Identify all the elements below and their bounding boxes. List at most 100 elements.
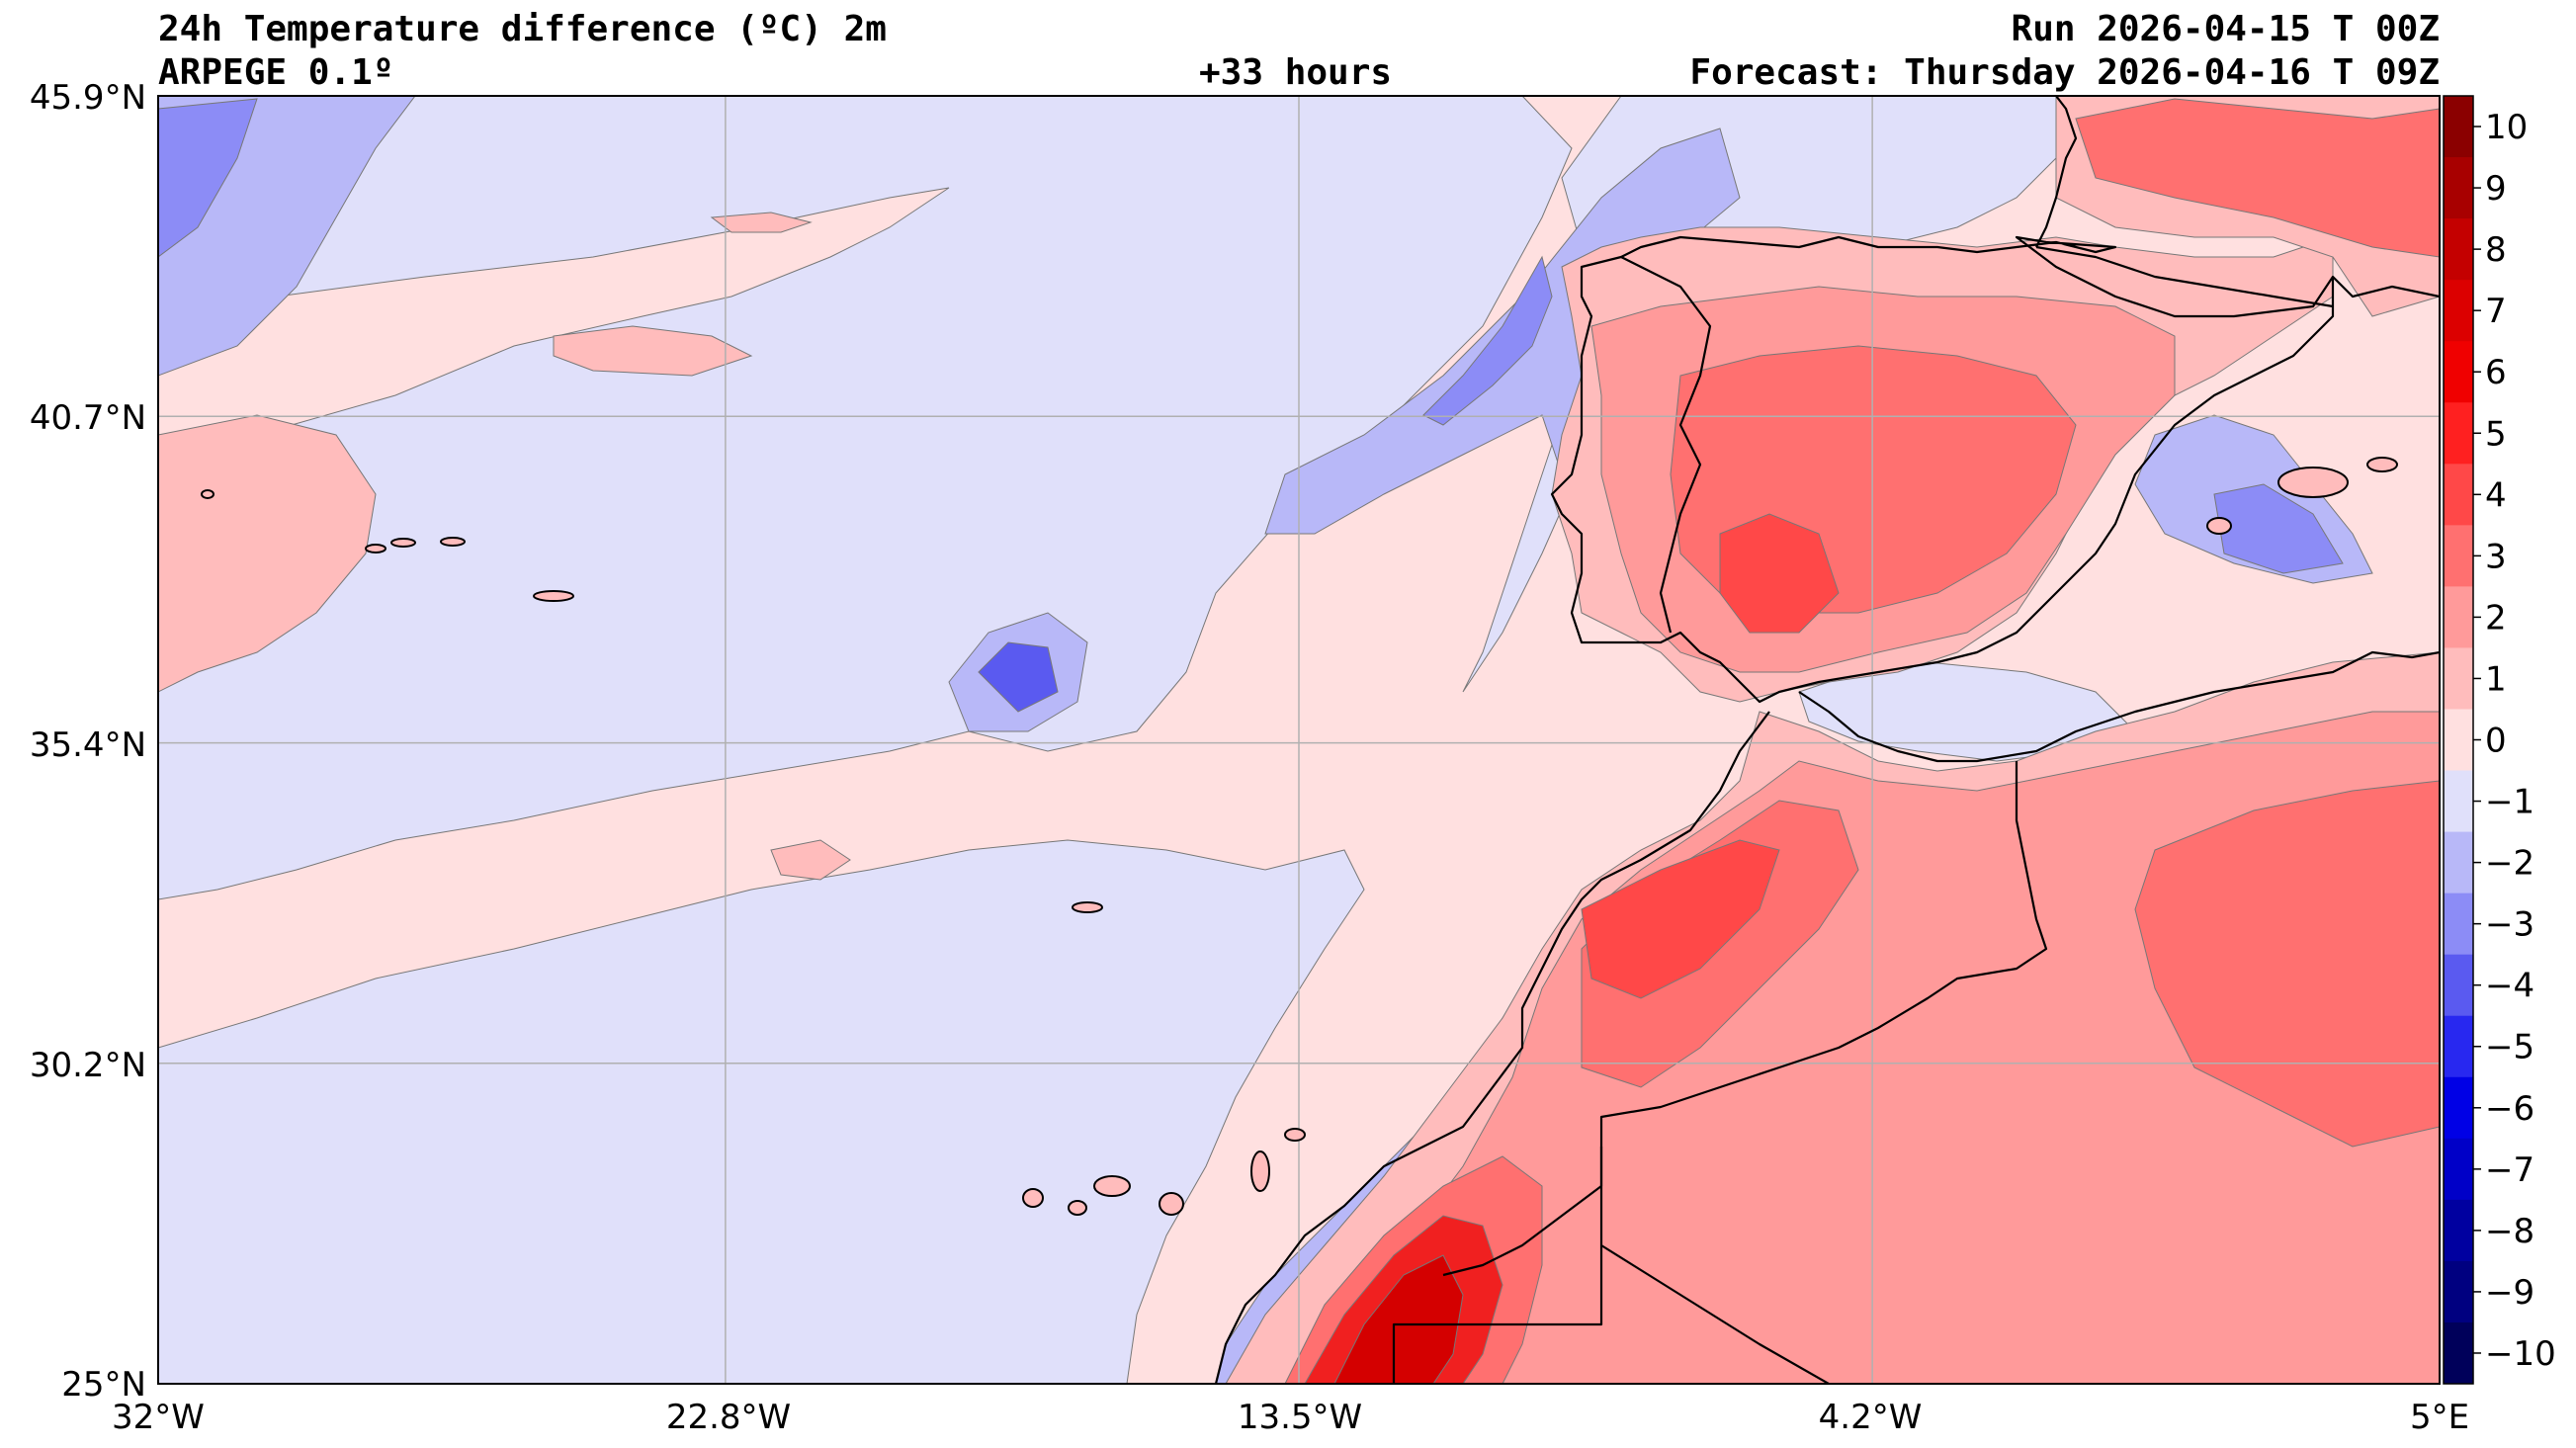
azores-island-terceira [390, 538, 416, 548]
colorbar-band-14 [2444, 954, 2473, 1017]
field-positive-patch-c [710, 212, 813, 233]
colorbar-label-10: 0 [2485, 722, 2507, 761]
colorbar-band-17 [2444, 1138, 2473, 1201]
colorbar-label-0: 10 [2485, 108, 2528, 147]
colorbar-band-4 [2444, 341, 2473, 403]
colorbar-band-3 [2444, 280, 2473, 342]
colorbar-label-19: −9 [2485, 1273, 2534, 1313]
run-label: Run 2026-04-15 T 00Z [2011, 9, 2440, 49]
colorbar-band-7 [2444, 525, 2473, 587]
lon-label-0: 32°W [112, 1398, 205, 1437]
map-frame [157, 95, 2441, 1385]
lon-label-4: 5°E [2410, 1398, 2469, 1437]
colorbar-label-5: 5 [2485, 414, 2507, 454]
balearic-island-menorca [2366, 457, 2398, 472]
colorbar-label-17: −7 [2485, 1150, 2534, 1190]
field-negative-atlantic-core [978, 641, 1059, 713]
azores-island-sao-jorge [440, 537, 466, 547]
field-negative-nw-core [158, 98, 258, 258]
coastline-france-med [2332, 276, 2440, 298]
colorbar-label-8: 2 [2485, 598, 2507, 638]
azores-island-pico [365, 544, 386, 554]
lat-label-4: 25°N [61, 1365, 146, 1405]
colorbar-label-12: −2 [2485, 844, 2534, 884]
colorbar-label-4: 6 [2485, 353, 2507, 392]
colorbar-band-9 [2444, 647, 2473, 710]
colorbar-band-12 [2444, 831, 2473, 894]
colorbar-band-19 [2444, 1260, 2473, 1323]
colorbar-label-1: 9 [2485, 169, 2507, 209]
azores-island-sao-miguel [533, 590, 574, 602]
azores-island-flores [201, 489, 215, 499]
field-positive-atlantic-west [158, 414, 377, 693]
colorbar-label-18: −8 [2485, 1212, 2534, 1251]
canary-island-gomera [1068, 1200, 1087, 1216]
colorbar-band-6 [2444, 464, 2473, 526]
colorbar-label-20: −10 [2485, 1334, 2556, 1374]
lon-label-2: 13.5°W [1238, 1398, 1362, 1437]
colorbar-band-16 [2444, 1076, 2473, 1140]
lat-label-2: 35.4°N [30, 725, 146, 765]
colorbar-band-5 [2444, 402, 2473, 465]
coastline-north-africa [1798, 650, 2440, 763]
balearic-island-mallorca [2277, 467, 2349, 498]
colorbar-label-2: 8 [2485, 230, 2507, 270]
colorbar-label-3: 7 [2485, 292, 2507, 331]
forecast-label: Forecast: Thursday 2026-04-16 T 09Z [1689, 52, 2440, 93]
lat-label-1: 40.7°N [30, 398, 146, 438]
field-negative-band-south [158, 839, 1365, 1384]
field-positive-iberia-hot [1719, 513, 1840, 634]
field-positive-patch-b [770, 839, 851, 881]
lat-label-0: 45.9°N [30, 78, 146, 118]
lon-label-1: 22.8°W [666, 1398, 791, 1437]
islands [201, 457, 2398, 1216]
field-negative-balearic-core [2213, 483, 2344, 574]
field-positive-patch-a [553, 325, 753, 377]
longitude-labels: 32°W 22.8°W 13.5°W 4.2°W 5°E [112, 1398, 2469, 1437]
border-algeria-mauritania [1600, 1244, 1830, 1384]
border-portugal-spain [1620, 256, 1712, 634]
lat-label-3: 30.2°N [30, 1046, 146, 1085]
colorbar-band-15 [2444, 1015, 2473, 1078]
coastline-west-africa [1214, 711, 1770, 1384]
coastlines [1214, 96, 2440, 1384]
colorbar-bands [2444, 96, 2473, 1385]
lead-time-label: +33 hours [1199, 52, 1393, 93]
colorbar-band-8 [2444, 586, 2473, 648]
field-positive-france-core [2075, 98, 2440, 258]
border-spain-france [2035, 245, 2334, 308]
map-title: 24h Temperature difference (ºC) 2m [158, 9, 887, 49]
madeira-island [1072, 901, 1103, 913]
canary-island-west [1022, 1188, 1044, 1208]
colorbar-band-2 [2444, 218, 2473, 281]
colorbar-label-15: −5 [2485, 1028, 2534, 1067]
map-gridlines [158, 96, 2440, 1384]
colorbar-label-13: −3 [2485, 905, 2534, 945]
colorbar-label-7: 3 [2485, 537, 2507, 576]
field-positive-morocco-hot [1581, 839, 1780, 999]
colorbar-label-9: 1 [2485, 659, 2507, 699]
colorbar-band-1 [2444, 157, 2473, 219]
coastline-iberia [1550, 235, 2335, 704]
colorbar-band-0 [2444, 96, 2473, 158]
field-positive-sahara-core [1333, 1254, 1464, 1384]
colorbar-band-10 [2444, 709, 2473, 772]
border-morocco-algeria [1442, 761, 2048, 1277]
colorbar-label-16: −6 [2485, 1089, 2534, 1129]
canary-island-fuerteventura [1250, 1150, 1270, 1192]
lon-label-3: 4.2°W [1819, 1398, 1923, 1437]
colorbar-band-18 [2444, 1199, 2473, 1262]
colorbar-label-14: −4 [2485, 967, 2534, 1006]
field-negative-galicia-core [1422, 255, 1553, 426]
coastline-france-atlantic [2035, 96, 2078, 248]
model-label: ARPEGE 0.1º [158, 52, 394, 93]
canary-island-tenerife [1093, 1175, 1131, 1197]
map-plot-area [158, 96, 2440, 1384]
colorbar-label-6: 4 [2485, 475, 2507, 515]
latitude-labels: 45.9°N 40.7°N 35.4°N 30.2°N 25°N [30, 78, 146, 1405]
border-western-sahara [1392, 1147, 1603, 1384]
canary-island-gran-canaria [1159, 1192, 1184, 1216]
